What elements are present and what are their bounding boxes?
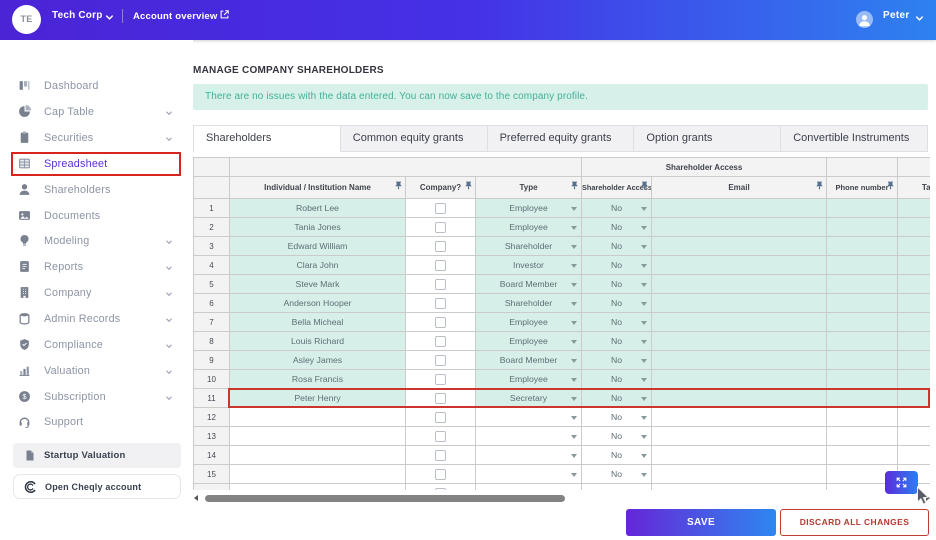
svg-text:$: $ (22, 392, 27, 401)
